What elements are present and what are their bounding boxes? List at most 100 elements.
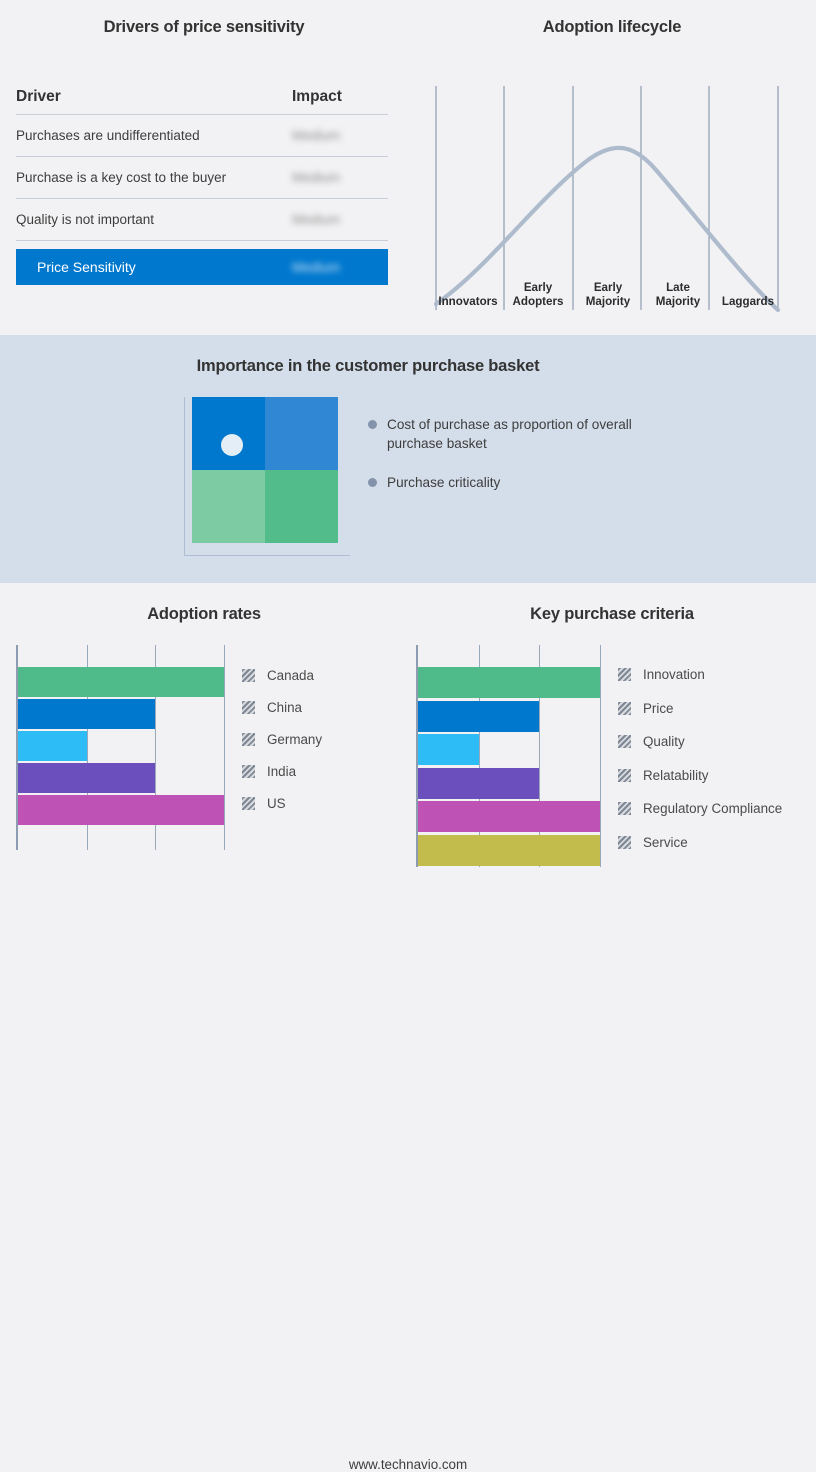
stage-label-line: Adopters (512, 295, 564, 308)
legend-label: Relatability (643, 767, 709, 783)
legend-label: Quality (643, 734, 685, 750)
adoption-rates-title: Adoption rates (147, 605, 261, 623)
footer-url: www.technavio.com (348, 1457, 468, 1472)
lifecycle-stage-late-majority: Late Majority (643, 270, 713, 312)
drivers-title: Drivers of price sensitivity (103, 18, 305, 36)
impact-value-redacted: Medium (292, 212, 341, 227)
legend-item: Regulatory Compliance (618, 792, 782, 826)
lifecycle-stage-innovators: Innovators (433, 270, 503, 312)
hatch-swatch-icon (618, 835, 631, 849)
bar (418, 834, 600, 866)
purchase-basket-title: Importance in the customer purchase bask… (196, 357, 540, 375)
hatch-swatch-icon (618, 802, 631, 816)
impact-value-redacted: Medium (292, 128, 341, 143)
legend-label: Purchase criticality (387, 475, 501, 490)
stage-label-line: Majority (585, 295, 631, 308)
chart-gridline (224, 645, 225, 850)
quadrant-top-left (192, 397, 265, 470)
stage-label-line: Early (523, 281, 553, 294)
legend-label: Cost of purchase as proportion of overal… (387, 417, 632, 451)
adoption-lifecycle-title: Adoption lifecycle (542, 18, 682, 36)
legend-item: US (242, 787, 322, 819)
bar (18, 731, 87, 761)
adoption-rates-chart: Canada China Germany India US (16, 645, 396, 857)
legend-item: China (242, 691, 322, 723)
table-row: Quality is not important Medium (16, 199, 388, 241)
column-header-driver: Driver (16, 88, 61, 105)
hatch-swatch-icon (242, 732, 255, 746)
legend-item: Canada (242, 659, 322, 691)
price-sensitivity-summary-row: Price Sensitivity Medium (16, 249, 388, 285)
bar (418, 767, 540, 799)
quadrant-position-marker (221, 434, 243, 456)
purchase-basket-legend: Cost of purchase as proportion of overal… (368, 415, 668, 512)
chart-gridline (155, 645, 157, 850)
legend-label: India (267, 763, 297, 779)
driver-name: Purchase is a key cost to the buyer (16, 170, 227, 185)
quadrant-bottom-right (265, 470, 338, 543)
purchase-criteria-title: Key purchase criteria (530, 605, 694, 623)
bar (418, 734, 479, 765)
drivers-table: Driver Impact Purchases are undifferenti… (16, 88, 388, 285)
legend-item: Innovation (618, 658, 782, 692)
legend-label: Service (643, 834, 688, 850)
hatch-swatch-icon (242, 764, 255, 778)
purchase-criteria-plot (416, 645, 601, 867)
bar (18, 763, 156, 793)
summary-label: Price Sensitivity (37, 259, 136, 275)
legend-item: Germany (242, 723, 322, 755)
hatch-swatch-icon (618, 735, 631, 749)
hatch-swatch-icon (618, 768, 631, 782)
chart-gridline (478, 645, 480, 867)
bullet-icon (368, 478, 377, 487)
purchase-criteria-chart: Innovation Price Quality Relatability Regula… (416, 645, 816, 870)
legend-item: Service (618, 826, 782, 860)
legend-label: Price (643, 700, 674, 716)
legend-item: India (242, 755, 322, 787)
bar (18, 795, 224, 825)
drivers-panel: Drivers of price sensitivity Driver Impa… (0, 0, 408, 335)
stage-label-line: Early (593, 281, 623, 294)
lifecycle-stage-laggards: Laggards (713, 270, 783, 312)
hatch-swatch-icon (618, 701, 631, 715)
chart-gridline (539, 645, 541, 867)
adoption-rates-plot (16, 645, 225, 850)
lifecycle-stage-early-adopters: Early Adopters (503, 270, 573, 312)
bar (18, 699, 156, 729)
hatch-swatch-icon (618, 668, 631, 682)
legend-item: Purchase criticality (368, 473, 668, 492)
quadrant-x-axis (184, 555, 350, 556)
stage-label-line: Late (666, 281, 690, 294)
stage-label-line: Laggards (721, 295, 775, 308)
legend-item: Quality (618, 725, 782, 759)
driver-name: Purchases are undifferentiated (16, 128, 200, 143)
purchase-basket-section: Importance in the customer purchase bask… (0, 335, 816, 583)
table-row: Purchases are undifferentiated Medium (16, 115, 388, 157)
legend-label: US (267, 795, 286, 811)
legend-item: Relatability (618, 759, 782, 793)
bottom-section: Adoption rates Canada China Germany India US… (0, 583, 816, 1472)
column-header-impact: Impact (292, 88, 342, 105)
chart-y-axis (416, 645, 418, 867)
bar (418, 700, 540, 732)
adoption-lifecycle-panel: Adoption lifecycle Innovators Early Adop… (408, 0, 816, 335)
bar (418, 801, 600, 832)
chart-y-axis (16, 645, 18, 850)
legend-label: Canada (267, 667, 314, 683)
lifecycle-dividers (435, 86, 779, 310)
table-header-row: Driver Impact (16, 88, 388, 115)
hatch-swatch-icon (242, 668, 255, 682)
adoption-bell-curve (433, 145, 781, 313)
adoption-rates-panel: Adoption rates Canada China Germany India US (0, 583, 408, 850)
stage-label-line: Innovators (438, 295, 498, 308)
summary-impact-redacted: Medium (292, 259, 341, 275)
hatch-swatch-icon (242, 700, 255, 714)
legend-label: Regulatory Compliance (643, 801, 783, 817)
hatch-swatch-icon (242, 796, 255, 810)
purchase-criteria-legend: Innovation Price Quality Relatability Regula… (618, 658, 782, 859)
adoption-lifecycle-chart (433, 86, 781, 313)
chart-gridline (600, 645, 601, 867)
chart-gridline (86, 645, 88, 850)
driver-name: Quality is not important (16, 212, 155, 227)
lifecycle-stage-early-majority: Early Majority (573, 270, 643, 312)
